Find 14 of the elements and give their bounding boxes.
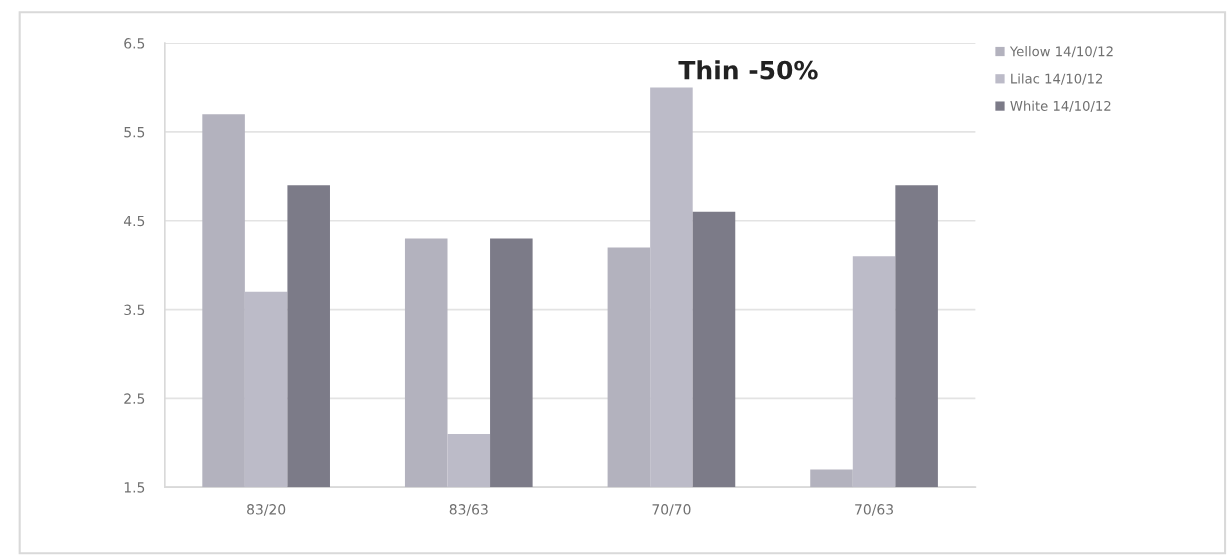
legend-label: White 14/10/12 [1010, 100, 1111, 112]
y-tick-label: 6.5 [124, 38, 145, 49]
y-tick-label: 2.5 [124, 393, 145, 404]
y-tick-label: 5.5 [124, 127, 145, 138]
y-tick-label: 1.5 [124, 482, 145, 493]
y-tick-label: 3.5 [124, 304, 145, 316]
x-tick-label: 83/63 [449, 504, 488, 516]
x-tick-label: 70/63 [855, 504, 893, 516]
text: Thin -50% [678, 60, 818, 80]
x-tick-label: 83/20 [247, 504, 286, 516]
legend-label: Yellow 14/10/12 [1009, 46, 1113, 58]
y-tick-label: 4.5 [123, 215, 145, 227]
legend-label: Lilac 14/10/12 [1011, 73, 1103, 85]
x-tick-label: 70/70 [652, 504, 691, 516]
